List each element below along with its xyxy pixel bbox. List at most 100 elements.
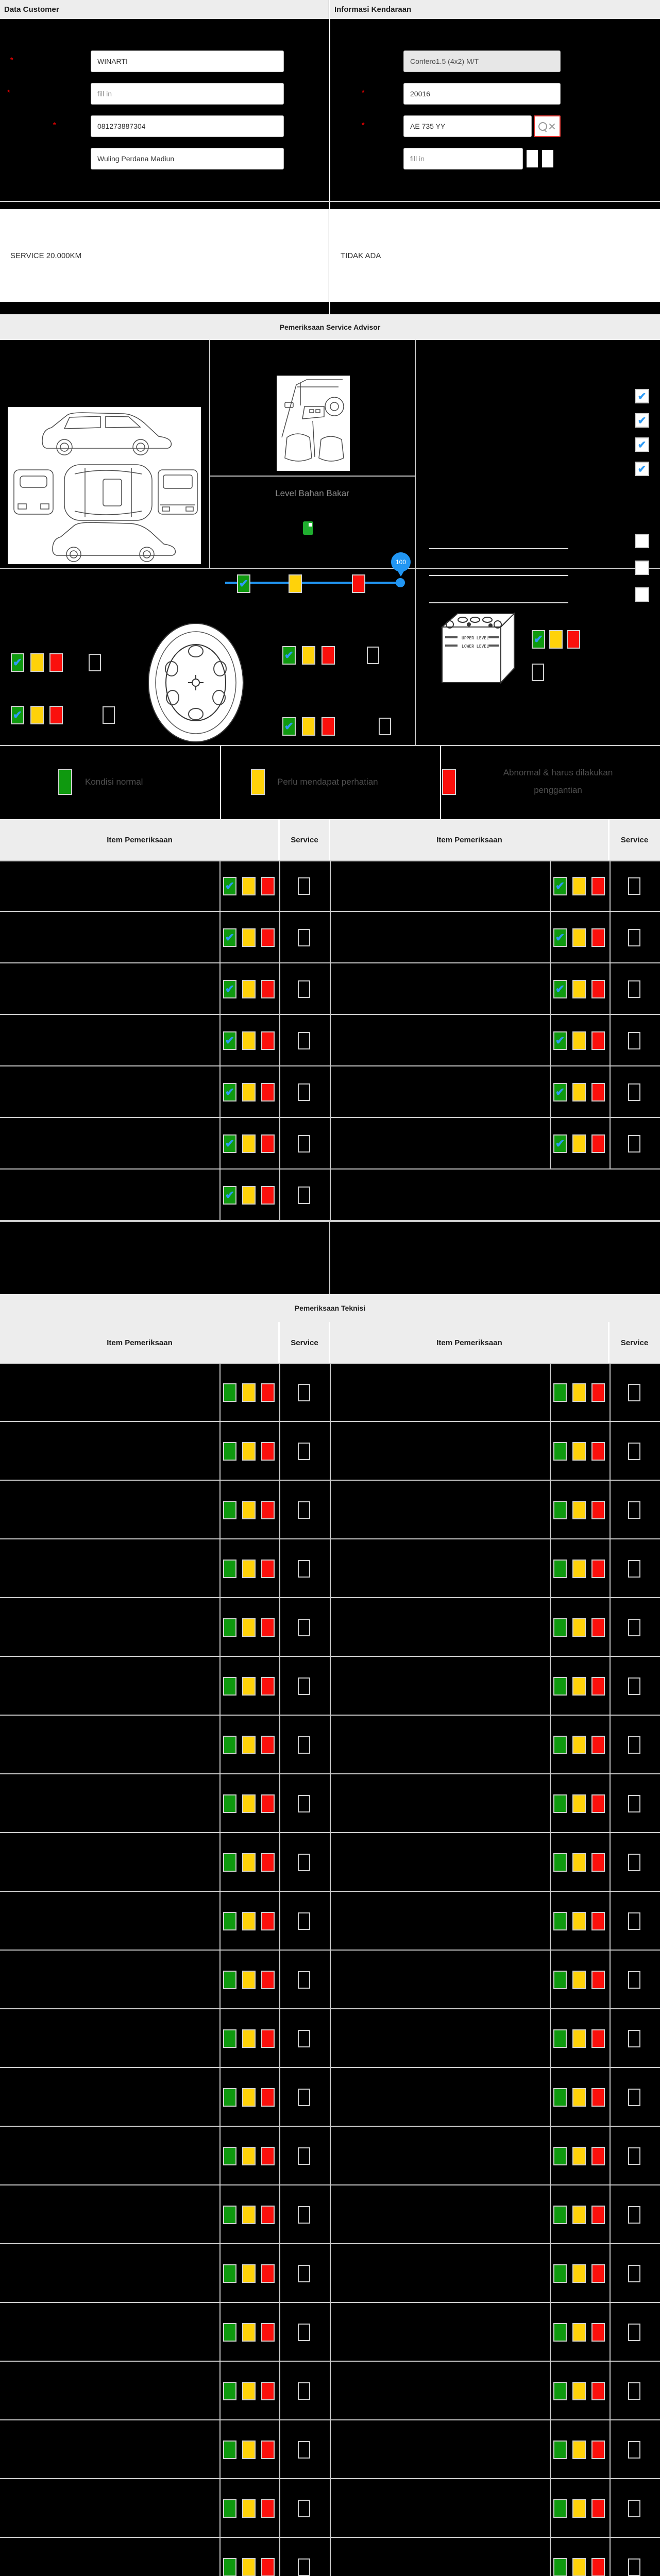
service-checkbox[interactable] <box>298 1187 310 1204</box>
status-green-checkbox[interactable] <box>223 1560 236 1578</box>
status-yellow-checkbox[interactable] <box>242 1186 256 1205</box>
status-yellow-checkbox[interactable] <box>242 1912 256 1930</box>
service-checkbox[interactable] <box>628 2147 640 2165</box>
status-red-checkbox[interactable] <box>591 2206 605 2224</box>
status-green-checkbox[interactable] <box>553 2558 567 2576</box>
service-checkbox[interactable] <box>298 1083 310 1101</box>
status-green-checkbox[interactable] <box>223 1031 236 1050</box>
status-yellow-checkbox[interactable] <box>242 1134 256 1153</box>
status-yellow-checkbox[interactable] <box>30 653 44 672</box>
service-checkbox[interactable] <box>298 980 310 998</box>
status-green-checkbox[interactable] <box>553 2499 567 2518</box>
status-red-checkbox[interactable] <box>591 1912 605 1930</box>
status-green-checkbox[interactable] <box>223 1134 236 1153</box>
status-yellow-checkbox[interactable] <box>572 2382 586 2400</box>
status-green-checkbox[interactable] <box>553 2264 567 2283</box>
car-damage-diagram[interactable] <box>8 407 201 564</box>
service-checkbox[interactable] <box>379 718 391 735</box>
status-yellow-checkbox[interactable] <box>242 1736 256 1754</box>
status-red-checkbox[interactable] <box>49 706 63 724</box>
service-checkbox[interactable] <box>628 877 640 895</box>
status-green-checkbox[interactable] <box>553 1560 567 1578</box>
status-red-checkbox[interactable] <box>591 2441 605 2459</box>
status-yellow-checkbox[interactable] <box>572 1677 586 1696</box>
status-green-checkbox[interactable] <box>223 1971 236 1989</box>
status-green-checkbox[interactable] <box>223 1912 236 1930</box>
status-green-checkbox[interactable] <box>223 1677 236 1696</box>
service-checkbox[interactable] <box>298 1384 310 1401</box>
status-green-checkbox[interactable] <box>223 2558 236 2576</box>
service-checkbox[interactable] <box>628 1795 640 1812</box>
status-red-checkbox[interactable] <box>591 1383 605 1402</box>
status-green-checkbox[interactable] <box>223 1383 236 1402</box>
status-yellow-checkbox[interactable] <box>242 1853 256 1872</box>
service-checkbox[interactable] <box>628 2382 640 2400</box>
advisor-checklist-checkbox-5[interactable] <box>635 534 649 548</box>
status-green-checkbox[interactable] <box>223 980 236 998</box>
status-red-checkbox[interactable] <box>591 1618 605 1637</box>
service-checkbox[interactable] <box>628 1677 640 1695</box>
service-checkbox[interactable] <box>628 2206 640 2224</box>
status-red-checkbox[interactable] <box>261 1560 275 1578</box>
status-yellow-checkbox[interactable] <box>242 928 256 947</box>
option-box-2[interactable] <box>542 150 553 167</box>
status-yellow-checkbox[interactable] <box>242 2264 256 2283</box>
search-icon[interactable] <box>538 122 547 132</box>
status-red-checkbox[interactable] <box>261 980 275 998</box>
status-yellow-checkbox[interactable] <box>572 1560 586 1578</box>
status-red-checkbox[interactable] <box>591 1442 605 1461</box>
service-checkbox[interactable] <box>89 654 101 671</box>
service-checkbox[interactable] <box>298 1501 310 1519</box>
plate-number-input[interactable]: AE 735 YY <box>403 115 532 137</box>
service-checkbox[interactable] <box>298 1854 310 1871</box>
service-checkbox[interactable] <box>628 1384 640 1401</box>
status-red-checkbox[interactable] <box>261 1794 275 1813</box>
status-yellow-checkbox[interactable] <box>242 877 256 895</box>
status-green-checkbox[interactable] <box>223 1186 236 1205</box>
status-green-checkbox[interactable] <box>553 1134 567 1153</box>
status-green-checkbox[interactable] <box>553 2088 567 2107</box>
status-yellow-checkbox[interactable] <box>242 1971 256 1989</box>
status-green-checkbox[interactable] <box>553 1442 567 1461</box>
status-green-checkbox[interactable] <box>223 1501 236 1519</box>
status-yellow-checkbox[interactable] <box>572 2499 586 2518</box>
service-checkbox[interactable] <box>298 2030 310 2047</box>
status-red-checkbox[interactable] <box>261 1383 275 1402</box>
advisor-checklist-checkbox-7[interactable] <box>635 587 649 602</box>
status-yellow-checkbox[interactable] <box>242 1383 256 1402</box>
status-red-checkbox[interactable] <box>591 1031 605 1050</box>
status-green-checkbox[interactable] <box>223 2147 236 2165</box>
status-yellow-checkbox[interactable] <box>572 1912 586 1930</box>
service-checkbox[interactable] <box>298 2558 310 2576</box>
status-red-checkbox[interactable] <box>49 653 63 672</box>
service-checkbox[interactable] <box>628 1443 640 1460</box>
status-red-checkbox[interactable] <box>261 2499 275 2518</box>
status-yellow-checkbox[interactable] <box>242 2441 256 2459</box>
service-checkbox[interactable] <box>628 2558 640 2576</box>
status-yellow-checkbox[interactable] <box>242 1501 256 1519</box>
service-checkbox[interactable] <box>628 1736 640 1754</box>
dealer-name-input[interactable]: Wuling Perdana Madiun <box>91 148 284 170</box>
status-yellow-checkbox[interactable] <box>572 1618 586 1637</box>
status-red-checkbox[interactable] <box>261 2441 275 2459</box>
status-red-checkbox[interactable] <box>261 1853 275 1872</box>
status-red-checkbox[interactable] <box>261 1501 275 1519</box>
status-green-checkbox[interactable] <box>223 2264 236 2283</box>
status-red-checkbox[interactable] <box>591 2323 605 2342</box>
status-green-checkbox[interactable] <box>553 2029 567 2048</box>
status-green-checkbox[interactable] <box>553 980 567 998</box>
advisor-checklist-checkbox-1[interactable] <box>635 389 649 403</box>
status-green-checkbox[interactable] <box>553 1031 567 1050</box>
status-green-checkbox[interactable] <box>223 2499 236 2518</box>
status-yellow-checkbox[interactable] <box>242 2029 256 2048</box>
service-request-field[interactable]: SERVICE 20.000KM <box>0 209 329 302</box>
status-yellow-checkbox[interactable] <box>572 1442 586 1461</box>
status-yellow-checkbox[interactable] <box>242 2323 256 2342</box>
status-green-checkbox[interactable] <box>532 630 545 649</box>
status-yellow-checkbox[interactable] <box>242 1677 256 1696</box>
status-green-checkbox[interactable] <box>553 2147 567 2165</box>
status-red-checkbox[interactable] <box>591 1794 605 1813</box>
status-green-checkbox[interactable] <box>223 2382 236 2400</box>
status-yellow-checkbox[interactable] <box>242 1560 256 1578</box>
status-green-checkbox[interactable] <box>223 1794 236 1813</box>
